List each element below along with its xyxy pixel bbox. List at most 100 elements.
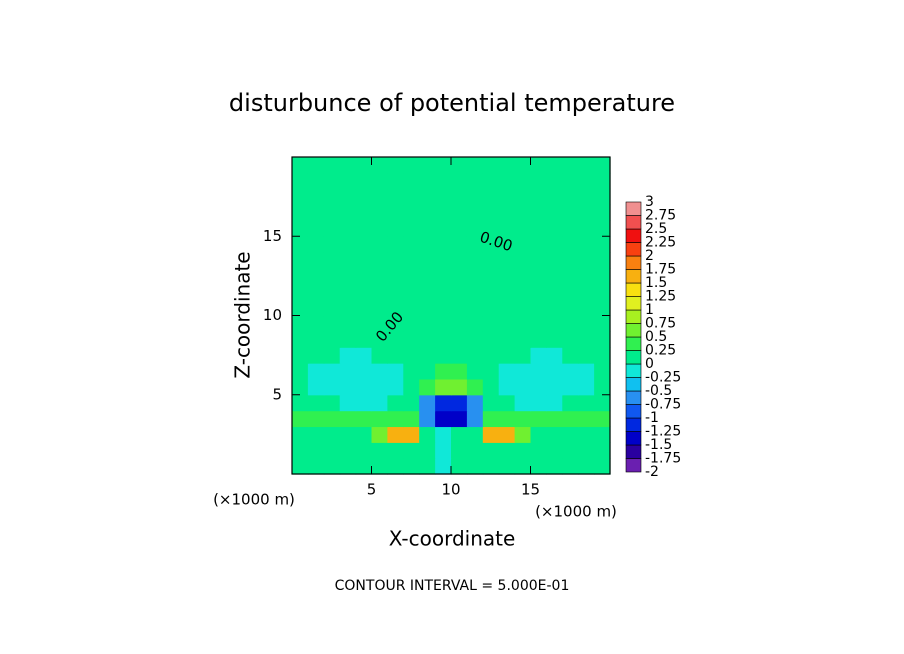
cell bbox=[387, 252, 404, 269]
cell bbox=[371, 378, 388, 396]
cell bbox=[514, 426, 532, 443]
cell bbox=[307, 157, 325, 174]
cell bbox=[307, 331, 325, 348]
cell bbox=[466, 347, 484, 364]
cell bbox=[403, 315, 420, 332]
cell bbox=[578, 426, 595, 443]
cell bbox=[562, 347, 579, 364]
cell bbox=[339, 204, 357, 221]
cell bbox=[562, 252, 579, 269]
cell bbox=[514, 394, 532, 412]
cell bbox=[562, 172, 579, 190]
cell bbox=[466, 172, 484, 190]
cell bbox=[307, 267, 325, 285]
cell bbox=[498, 220, 516, 237]
cell bbox=[403, 204, 420, 221]
colorbar-label: 0 bbox=[645, 356, 654, 372]
cell bbox=[292, 204, 309, 221]
cell bbox=[307, 378, 325, 396]
colorbar-label: -1.25 bbox=[645, 424, 681, 440]
cell bbox=[562, 426, 579, 443]
colorbar-label: 2.5 bbox=[645, 221, 667, 237]
cell bbox=[514, 378, 532, 396]
cell bbox=[562, 188, 579, 206]
cell bbox=[403, 378, 420, 396]
cell bbox=[403, 157, 420, 174]
cell bbox=[466, 236, 484, 253]
cell bbox=[403, 252, 420, 269]
colorbar-swatch bbox=[625, 323, 642, 338]
cell bbox=[307, 220, 325, 237]
cell bbox=[482, 410, 500, 428]
cell bbox=[482, 204, 500, 221]
cell bbox=[530, 378, 547, 396]
colorbar-label: -1.75 bbox=[645, 451, 681, 467]
cell bbox=[371, 299, 388, 317]
cell bbox=[498, 315, 516, 332]
cell bbox=[403, 236, 420, 253]
cell bbox=[466, 458, 484, 475]
cell bbox=[339, 299, 357, 317]
cell bbox=[292, 220, 309, 237]
cell bbox=[546, 363, 563, 380]
cell bbox=[514, 283, 532, 301]
cell bbox=[292, 172, 309, 190]
colorbar-swatch bbox=[625, 282, 642, 297]
cell bbox=[292, 442, 309, 459]
cell bbox=[546, 394, 563, 412]
cell bbox=[594, 347, 611, 364]
cell bbox=[292, 394, 309, 412]
cell bbox=[451, 299, 468, 317]
cell bbox=[498, 204, 516, 221]
cell bbox=[387, 458, 404, 475]
cell bbox=[562, 378, 579, 396]
cell bbox=[594, 299, 611, 317]
cell bbox=[578, 410, 595, 428]
cell bbox=[387, 204, 404, 221]
cell bbox=[355, 267, 373, 285]
cell bbox=[451, 220, 468, 237]
cell bbox=[323, 204, 341, 221]
cell bbox=[371, 236, 388, 253]
cell bbox=[339, 188, 357, 206]
cell bbox=[578, 299, 595, 317]
cell bbox=[546, 267, 563, 285]
cell bbox=[339, 410, 357, 428]
cell bbox=[371, 442, 388, 459]
cell bbox=[355, 331, 373, 348]
colorbar-swatch bbox=[625, 444, 642, 459]
cell bbox=[339, 378, 357, 396]
cell bbox=[578, 188, 595, 206]
cell bbox=[355, 315, 373, 332]
cell bbox=[371, 363, 388, 380]
y-tick-label: 5 bbox=[272, 385, 282, 403]
cell bbox=[498, 188, 516, 206]
cell bbox=[435, 331, 452, 348]
cell bbox=[435, 188, 452, 206]
cell bbox=[482, 331, 500, 348]
cell bbox=[498, 236, 516, 253]
colorbar-swatch bbox=[625, 201, 642, 216]
cell bbox=[498, 442, 516, 459]
cell bbox=[355, 299, 373, 317]
cell bbox=[514, 363, 532, 380]
cell bbox=[514, 157, 532, 174]
cell bbox=[594, 410, 611, 428]
cell bbox=[387, 426, 404, 443]
cell bbox=[594, 363, 611, 380]
cell bbox=[594, 172, 611, 190]
cell bbox=[307, 299, 325, 317]
cell bbox=[482, 394, 500, 412]
cell bbox=[594, 283, 611, 301]
colorbar-label: 0.75 bbox=[645, 316, 676, 332]
cell bbox=[466, 283, 484, 301]
cell bbox=[387, 267, 404, 285]
cell bbox=[546, 378, 563, 396]
cell bbox=[355, 188, 373, 206]
cell bbox=[435, 378, 452, 396]
cell bbox=[387, 188, 404, 206]
cell bbox=[419, 378, 436, 396]
cell bbox=[530, 442, 547, 459]
cell bbox=[530, 252, 547, 269]
